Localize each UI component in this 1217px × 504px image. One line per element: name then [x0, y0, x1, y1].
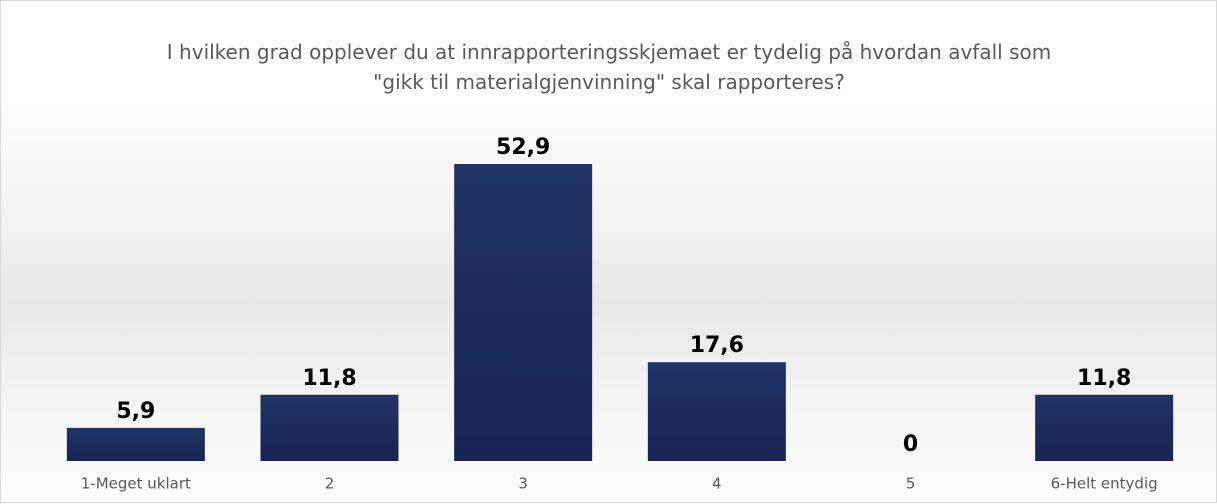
data-label: 52,9 [496, 135, 550, 160]
x-tick-label: 4 [712, 475, 722, 493]
data-label: 11,8 [302, 366, 356, 391]
data-label: 0 [903, 432, 918, 457]
bar [454, 164, 593, 461]
x-tick-label: 1-Meget uklart [81, 475, 191, 493]
data-label: 17,6 [690, 333, 744, 358]
x-tick-label: 6-Helt entydig [1051, 475, 1158, 493]
x-tick-label: 5 [906, 475, 916, 493]
data-label: 11,8 [1077, 366, 1131, 391]
x-tick-label: 3 [518, 475, 528, 493]
bar [647, 362, 786, 461]
x-tick-label: 2 [325, 475, 335, 493]
bar [1035, 394, 1174, 461]
bar [260, 394, 399, 461]
chart-title: I hvilken grad opplever du at innrapport… [166, 40, 1052, 94]
bar [66, 427, 205, 461]
data-label: 5,9 [116, 399, 155, 424]
